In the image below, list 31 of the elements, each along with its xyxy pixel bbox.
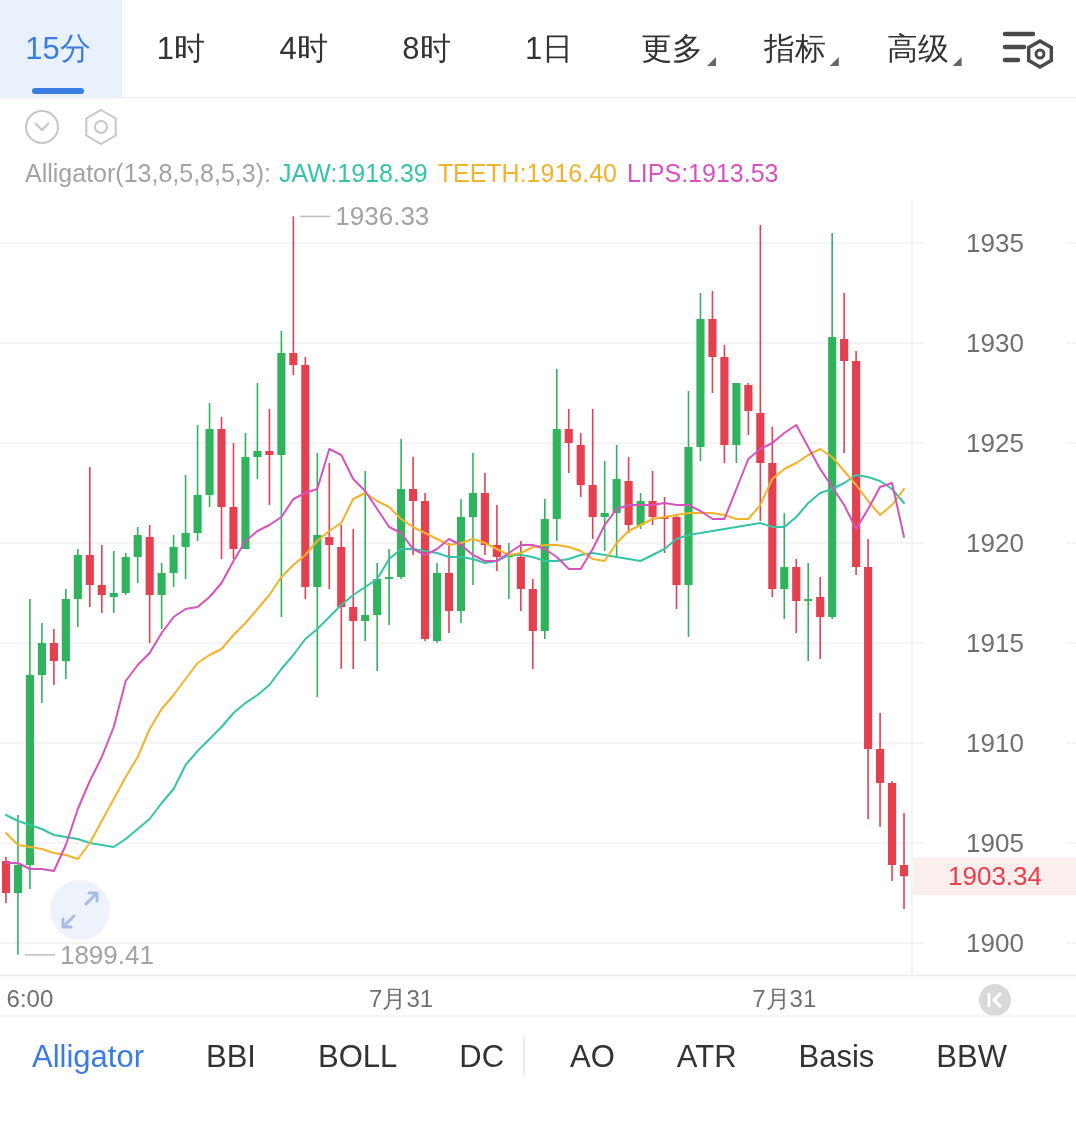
text: 15分 (25, 30, 91, 66)
text: 1日 (525, 30, 574, 66)
text: BOLL (317, 1038, 398, 1074)
annotation: 1936.33 (335, 201, 430, 232)
x-tick-label: 7月31 (369, 984, 434, 1012)
y-tick-label: 1915 (966, 628, 1024, 658)
annotation: 1899.41 (59, 939, 154, 970)
y-tick-label: 1935 (966, 228, 1024, 258)
x-tick-label: 6:00 (6, 984, 54, 1012)
y-tick-label: 1920 (966, 528, 1024, 558)
y-tick-label: 1930 (966, 328, 1024, 358)
text: Basis (798, 1038, 875, 1074)
text: BBI (206, 1038, 256, 1074)
text: 1时 (156, 30, 205, 66)
text: 1903.34 (948, 861, 1042, 892)
y-tick-label: 1925 (966, 428, 1024, 458)
text: ATR (676, 1038, 737, 1074)
text: 8时 (402, 30, 451, 66)
text: 指标 (762, 30, 826, 66)
x-tick-label: 7月31 (752, 984, 817, 1012)
text: 高级 (886, 30, 949, 66)
y-tick-label: 1900 (966, 928, 1024, 958)
text: BBW (936, 1038, 1008, 1074)
text: 更多 (641, 30, 703, 66)
text: AO (570, 1038, 615, 1074)
text: DC (459, 1038, 505, 1074)
y-tick-label: 1910 (966, 728, 1024, 758)
legend: Alligator(13,8,5,8,5,3): JAW:1918.39 TEETH:1916.40 LIPS:1913.53 (25, 159, 779, 187)
text: 4时 (279, 30, 328, 66)
y-tick-label: 1905 (966, 828, 1024, 858)
text: Alligator (32, 1038, 144, 1074)
